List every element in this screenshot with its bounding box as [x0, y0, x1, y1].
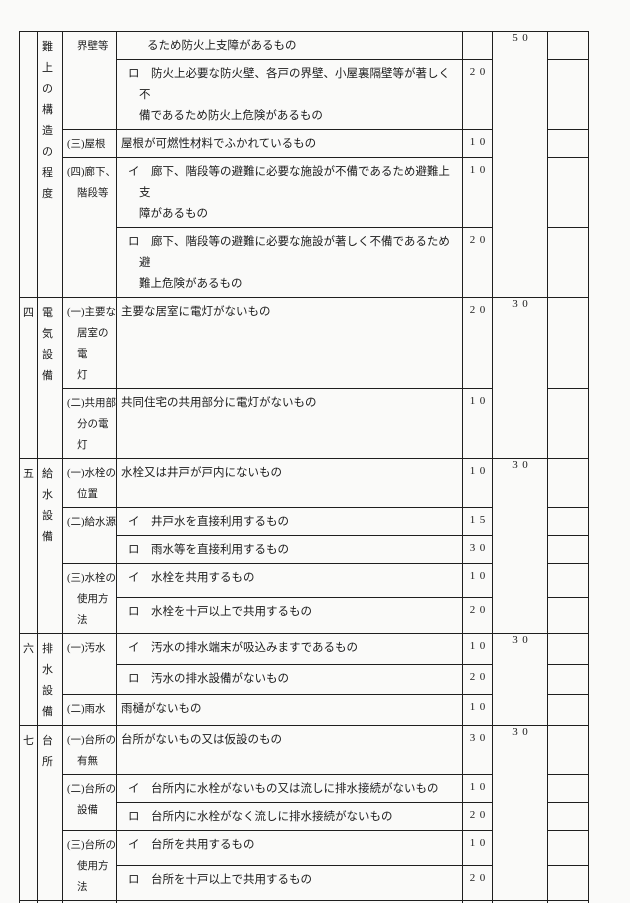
entry-cell [547, 694, 589, 726]
score-cell: 20 [462, 663, 493, 696]
description-cell: 屋根が可燃性材料でふかれているもの [116, 129, 463, 158]
subitem-cell: (二)雨水 [62, 694, 117, 726]
description-cell: イ 廊下、階段等の避難に必要な施設が不備であるため避難上支 障があるもの [116, 157, 463, 228]
score-cell: 20 [462, 596, 493, 635]
entry-cell [547, 388, 589, 459]
score-cell: 20 [462, 227, 493, 298]
entry-cell [547, 596, 589, 635]
score-cell: 20 [462, 59, 493, 130]
subitem-cell: (三)水栓の 使用方法 [62, 563, 117, 634]
max-score-cell: 30 [492, 633, 548, 726]
subitem-cell: (二)台所の 設備 [62, 774, 117, 831]
score-cell: 30 [462, 725, 493, 775]
subitem-cell: (一)主要な 居室の電 灯 [62, 297, 117, 389]
entry-cell [547, 865, 589, 901]
description-cell: ロ 汚水の排水設備がないもの [116, 663, 463, 696]
description-cell: ロ 雨水等を直接利用するもの [116, 535, 463, 564]
description-cell: イ 台所を共用するもの [116, 830, 463, 866]
section-number-cell [19, 31, 38, 298]
description-cell: 水栓又は井戸が戸内にないもの [116, 458, 463, 508]
score-cell: 30 [462, 535, 493, 564]
description-cell: 雨樋がないもの [116, 694, 463, 726]
score-cell: 20 [462, 297, 493, 389]
section-number-cell: 七 [19, 725, 38, 901]
score-cell: 10 [462, 694, 493, 726]
score-cell: 10 [462, 774, 493, 803]
score-cell: 15 [462, 507, 493, 536]
entry-cell [547, 31, 589, 60]
entry-cell [547, 830, 589, 866]
description-cell: 台所がないもの又は仮設のもの [116, 725, 463, 775]
description-cell: 主要な居室に電灯がないもの [116, 297, 463, 389]
description-cell: ロ 水栓を十戸以上で共用するもの [116, 596, 463, 635]
entry-cell [547, 59, 589, 130]
subitem-cell: (三)台所の 使用方法 [62, 830, 117, 901]
entry-cell [547, 157, 589, 228]
max-score-cell: 50 [492, 31, 548, 298]
category-cell: 台所 [37, 725, 63, 901]
category-cell: 難上 の構 造の 程度 [37, 31, 63, 298]
description-cell: イ 汚水の排水端末が吸込みますであるもの [116, 633, 463, 665]
entry-cell [547, 774, 589, 803]
category-cell: 排水 設備 [37, 633, 63, 726]
entry-cell [547, 535, 589, 564]
section-number-cell: 六 [19, 633, 38, 726]
score-cell: 20 [462, 802, 493, 831]
entry-cell [547, 129, 589, 158]
description-cell: ロ 台所を十戸以上で共用するもの [116, 865, 463, 901]
score-cell: 10 [462, 458, 493, 508]
score-cell: 10 [462, 830, 493, 866]
section-number-cell: 四 [19, 297, 38, 459]
max-score-cell: 30 [492, 297, 548, 459]
description-cell: 共同住宅の共用部分に電灯がないもの [116, 388, 463, 459]
subitem-cell: (一)汚水 [62, 632, 117, 696]
score-cell [462, 31, 493, 60]
subitem-cell: (四)廊下、 階段等 [62, 157, 117, 298]
score-cell: 10 [462, 129, 493, 158]
description-cell: イ 台所内に水栓がないもの又は流しに排水接続がないもの [116, 774, 463, 803]
entry-cell [547, 633, 589, 665]
entry-cell [547, 802, 589, 831]
description-cell: イ 井戸水を直接利用するもの [116, 507, 463, 536]
entry-cell [547, 507, 589, 536]
subitem-cell: 界壁等 [62, 31, 117, 130]
score-cell: 10 [462, 157, 493, 228]
category-cell: 給水 設備 [37, 458, 63, 634]
description-cell: イ 水栓を共用するもの [116, 563, 463, 598]
housing-assessment-table: 難上 の構 造の 程度 界壁等 るため防火上支障があるもの 50 ロ 防火上必要… [19, 31, 589, 903]
entry-cell [547, 227, 589, 298]
entry-cell [547, 297, 589, 389]
description-cell: ロ 防火上必要な防火壁、各戸の界壁、小屋裏隔壁等が著しく不 備であるため防火上危… [116, 59, 463, 130]
entry-cell [547, 900, 589, 903]
score-cell: 10 [462, 563, 493, 598]
max-score-cell: 30 [492, 725, 548, 901]
entry-cell [547, 563, 589, 598]
subitem-cell: (二)給水源 [62, 507, 117, 564]
description-cell: るため防火上支障があるもの [116, 31, 463, 60]
description-cell: ロ 廊下、階段等の避難に必要な施設が著しく不備であるため避 難上危険があるもの [116, 227, 463, 298]
score-cell: 20 [462, 865, 493, 901]
score-cell: 10 [462, 388, 493, 459]
subitem-cell: (二)共用部 分の電灯 [62, 388, 117, 459]
score-cell: 10 [462, 633, 493, 665]
category-cell: 電気 設備 [37, 297, 63, 459]
entry-cell [547, 458, 589, 508]
description-cell: ロ 台所内に水栓がなく流しに排水接続がないもの [116, 802, 463, 831]
max-score-cell: 30 [492, 458, 548, 634]
subitem-cell: (一)台所の 有無 [62, 725, 117, 775]
subitem-cell: (三)屋根 [62, 129, 117, 158]
entry-cell [547, 663, 589, 696]
section-number-cell: 五 [19, 458, 38, 634]
subitem-cell: (一)水栓の 位置 [62, 458, 117, 508]
entry-cell [547, 725, 589, 775]
